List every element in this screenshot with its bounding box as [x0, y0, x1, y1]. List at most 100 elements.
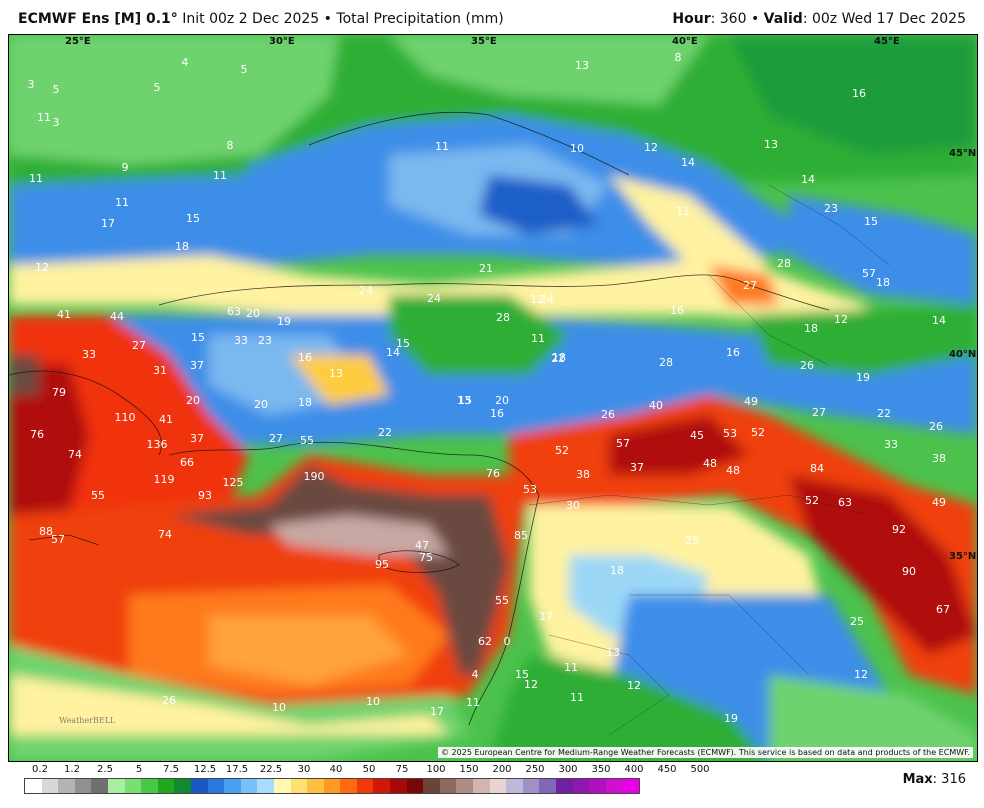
value-label: 119 — [154, 473, 175, 486]
value-label: 48 — [726, 464, 740, 477]
value-label: 27 — [269, 432, 283, 445]
value-label: 18 — [804, 322, 818, 335]
max-label: Max — [902, 772, 933, 787]
value-label: 84 — [810, 462, 824, 475]
value-label: 27 — [812, 406, 826, 419]
lon-label: 30°E — [269, 36, 295, 47]
legend-label: 40 — [329, 764, 343, 775]
legend-swatch — [141, 779, 158, 793]
value-label: 15 — [515, 668, 529, 681]
value-label: 11 — [564, 661, 578, 674]
value-label: 48 — [703, 457, 717, 470]
value-label: 22 — [877, 407, 891, 420]
legend-swatch — [589, 779, 606, 793]
legend-swatch — [323, 779, 341, 793]
value-label: 16 — [298, 351, 312, 364]
hour-label: Hour — [672, 11, 711, 27]
legend-label: 150 — [459, 764, 479, 775]
value-label: 52 — [751, 426, 765, 439]
max-number: : 316 — [932, 772, 966, 787]
value-label: 16 — [852, 87, 866, 100]
chart-title: ECMWF Ens [M] 0.1° Init 00z 2 Dec 2025 •… — [18, 11, 504, 27]
value-label: 190 — [304, 470, 325, 483]
value-label: 12 — [834, 313, 848, 326]
value-label: 4 — [472, 668, 479, 681]
value-label: 18 — [552, 351, 566, 364]
value-label: 76 — [486, 467, 500, 480]
value-label: 5 — [53, 83, 60, 96]
value-label: 12 — [854, 668, 868, 681]
value-label: 57 — [51, 533, 65, 546]
legend-swatch — [473, 779, 490, 793]
legend-swatch — [356, 779, 374, 793]
value-label: 14 — [681, 156, 695, 169]
legend-swatch — [506, 779, 523, 793]
value-label: 18 — [298, 396, 312, 409]
value-label: 57 — [616, 437, 630, 450]
value-label: 19 — [724, 712, 738, 725]
valid-value: : 00z Wed 17 Dec 2025 — [802, 11, 966, 27]
legend-swatch — [107, 779, 125, 793]
legend-label: 7.5 — [163, 764, 179, 775]
value-label: 55 — [495, 594, 509, 607]
value-label: 25 — [685, 534, 699, 547]
value-label: 24 — [540, 293, 554, 306]
value-label: 26 — [162, 694, 176, 707]
value-label: 74 — [68, 448, 82, 461]
value-label: 49 — [932, 496, 946, 509]
value-label: 11 — [531, 332, 545, 345]
value-label: 12 — [35, 261, 49, 274]
value-label: 3 — [28, 78, 35, 91]
legend-label: 500 — [690, 764, 710, 775]
value-label: 45 — [690, 429, 704, 442]
lat-label: 45°N — [949, 148, 976, 159]
value-label: 14 — [801, 173, 815, 186]
legend-swatch — [91, 779, 108, 793]
value-label: 40 — [649, 399, 663, 412]
value-label: 23 — [824, 202, 838, 215]
value-label: 5 — [154, 81, 161, 94]
value-label: 55 — [91, 489, 105, 502]
value-label: 75 — [419, 551, 433, 564]
legend-label: 100 — [426, 764, 446, 775]
init-time: Init 00z 2 Dec 2025 — [177, 11, 320, 27]
value-label: 37 — [190, 432, 204, 445]
value-label: 21 — [479, 262, 493, 275]
value-label: 26 — [929, 420, 943, 433]
value-label: 85 — [514, 529, 528, 542]
legend-swatch — [456, 779, 474, 793]
legend-swatch — [240, 779, 258, 793]
value-label: 10 — [366, 695, 380, 708]
lon-label: 25°E — [65, 36, 91, 47]
value-label: 31 — [153, 364, 167, 377]
value-label: 47 — [415, 539, 429, 552]
value-label: 63 — [838, 496, 852, 509]
value-label: 20 — [495, 394, 509, 407]
value-label: 49 — [744, 395, 758, 408]
legend-label: 0.2 — [32, 764, 48, 775]
legend-swatch — [25, 779, 42, 793]
legend-swatch — [273, 779, 291, 793]
value-label: 53 — [523, 483, 537, 496]
borders — [528, 184, 890, 736]
value-label: 14 — [932, 314, 946, 327]
legend-label: 250 — [525, 764, 545, 775]
lon-label: 45°E — [874, 36, 900, 47]
legend-swatch — [439, 779, 457, 793]
lon-label: 35°E — [471, 36, 497, 47]
legend-swatch — [489, 779, 507, 793]
value-label: 4 — [182, 56, 189, 69]
value-label: 16 — [670, 304, 684, 317]
value-label: 23 — [258, 334, 272, 347]
value-label: 11 — [466, 696, 480, 709]
legend-swatch — [207, 779, 225, 793]
legend-swatch — [423, 779, 440, 793]
legend-swatch — [157, 779, 175, 793]
legend-labels: 0.2 1.2 2.5 5 7.5 12.5 17.5 22.5 30 40 50 75 100 150 2… — [24, 764, 710, 778]
legend-swatch — [174, 779, 191, 793]
value-label: 79 — [52, 386, 66, 399]
value-label: 15 — [864, 215, 878, 228]
value-label: 53 — [723, 427, 737, 440]
value-label: 28 — [659, 356, 673, 369]
